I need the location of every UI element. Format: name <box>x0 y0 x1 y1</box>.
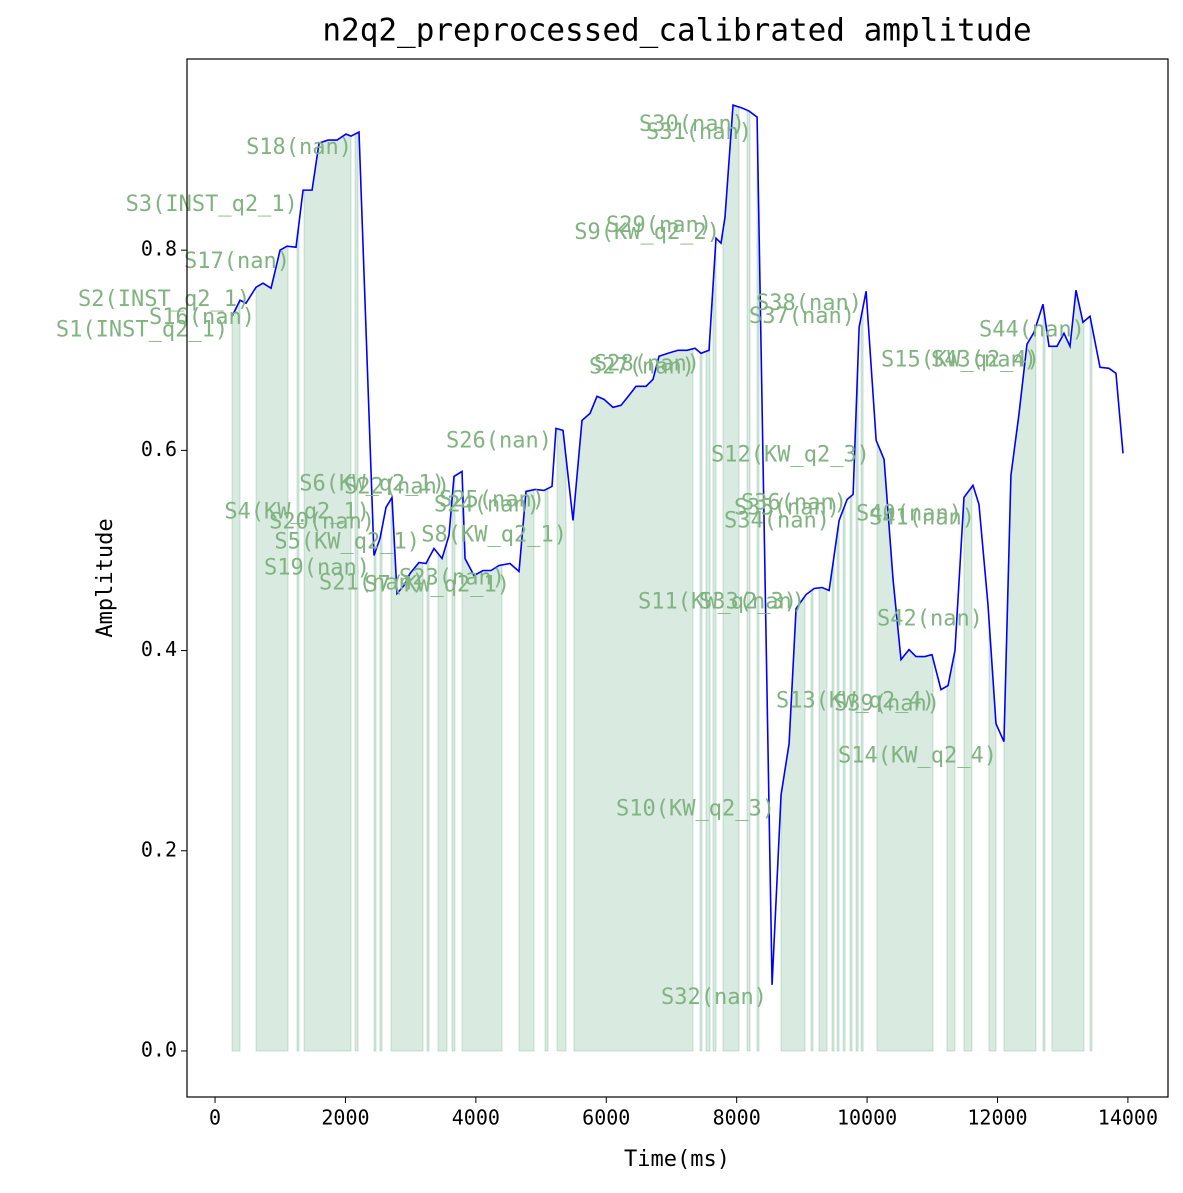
segment-span <box>746 109 751 1052</box>
y-tick-label: 0.8 <box>141 237 177 261</box>
segment-label: S40(nan) <box>856 501 962 526</box>
segment-label: S30(nan) <box>639 112 745 137</box>
x-tick-label: 2000 <box>321 1106 369 1130</box>
segment-label: S31(nan) <box>646 120 752 145</box>
segment-span <box>963 485 973 1052</box>
x-tick-label: 12000 <box>967 1106 1027 1130</box>
segment-label: S6(KW_q2_1) <box>299 471 445 496</box>
amplitude-line <box>231 103 1124 985</box>
y-axis-label: Amplitude <box>93 518 118 637</box>
segment-label: S17(nan) <box>184 249 290 274</box>
segment-label: S22(nan) <box>344 474 450 499</box>
x-tick-label: 6000 <box>582 1106 630 1130</box>
segment-label: S38(nan) <box>756 291 862 316</box>
segment-span <box>946 650 956 1052</box>
segment-label: S5(KW_q2_1) <box>274 529 420 554</box>
segment-label: S18(nan) <box>246 135 352 160</box>
y-tick-label: 0.0 <box>141 1037 177 1061</box>
segment-span <box>451 474 456 1052</box>
segment-label: S4(KW_q2_1) <box>224 499 370 524</box>
segment-label: S24(nan) <box>434 492 540 517</box>
segment-label: S34(nan) <box>724 508 830 533</box>
segment-label: S35(nan) <box>734 495 840 520</box>
segment-label: S36(nan) <box>741 490 847 515</box>
segment-span <box>756 116 760 1052</box>
y-tick-label: 0.4 <box>141 637 177 661</box>
segment-span <box>849 494 853 1052</box>
segment-label: S2(INST_q2_1) <box>78 287 250 312</box>
segment-label: S9(KW_q2_2) <box>574 220 720 245</box>
segment-span <box>544 487 549 1052</box>
segment-span <box>437 541 448 1052</box>
segment-label: S33(nan) <box>699 590 805 615</box>
segment-span <box>373 549 377 1052</box>
segment-label: S41(nan) <box>869 505 975 530</box>
segment-span <box>1089 316 1093 1052</box>
segment-span <box>573 348 694 1052</box>
segment-span <box>255 245 289 1052</box>
segment-span <box>518 489 535 1052</box>
x-tick-label: 0 <box>209 1106 221 1130</box>
segment-label: S44(nan) <box>979 317 1085 342</box>
segment-span <box>1051 290 1085 1052</box>
segment-label: S15(KW_q2_4) <box>881 347 1040 372</box>
segment-label: S21(nan) <box>319 571 425 596</box>
segment-label: S10(KW_q2_3) <box>616 797 775 822</box>
segment-label: S12(KW_q2_3) <box>711 442 870 467</box>
segment-span <box>810 588 814 1052</box>
segment-span <box>1042 304 1046 1052</box>
segment-label: S23(nan) <box>399 566 505 591</box>
segment-label: S37(nan) <box>749 304 855 329</box>
segment-label: S27(nan) <box>589 354 695 379</box>
segment-span <box>379 527 383 1052</box>
x-tick-label: 4000 <box>452 1106 500 1130</box>
segment-label: S1(INST_q2_1) <box>56 317 228 342</box>
segment-span <box>426 557 430 1052</box>
segment-span <box>842 504 846 1052</box>
segment-span <box>712 238 717 1052</box>
chart-title: n2q2_preprocessed_calibrated amplitude <box>322 13 1031 49</box>
segment-label: S39(nan) <box>834 692 940 717</box>
x-tick-label: 10000 <box>837 1106 897 1130</box>
segment-label: S14(KW_q2_4) <box>838 744 997 769</box>
segment-span <box>296 222 300 1052</box>
y-tick-label: 0.6 <box>141 437 177 461</box>
x-axis-label: Time(ms) <box>624 1147 730 1172</box>
segment-label: S28(nan) <box>594 351 700 376</box>
segment-label: S11(KW_q2_3) <box>638 590 797 615</box>
segment-label: S26(nan) <box>446 428 552 453</box>
segment-label: S29(nan) <box>606 213 712 238</box>
segment-span <box>231 300 241 1052</box>
segment-label: S20(nan) <box>269 509 375 534</box>
segment-label: S25(nan) <box>439 487 545 512</box>
segment-span <box>1003 326 1037 1052</box>
segment-label: S13(KW_q2_4) <box>776 689 935 714</box>
segment-span <box>988 619 997 1052</box>
segment-span <box>836 520 840 1052</box>
segment-label: S7(KW_q2_1) <box>364 573 510 598</box>
segment-span <box>699 351 703 1052</box>
segment-label: S19(nan) <box>264 555 370 580</box>
x-tick-label: 8000 <box>713 1106 761 1130</box>
segment-span <box>818 586 828 1052</box>
segment-span <box>831 556 835 1052</box>
plot-area: S1(INST_q2_1) S2(INST_q2_1) S3(INST_q2_1) S… <box>56 103 1124 1052</box>
segment-span <box>860 306 864 1052</box>
segment-span <box>705 334 711 1052</box>
segment-label: S32(nan) <box>661 985 767 1010</box>
segment-label: S3(INST_q2_1) <box>126 192 298 217</box>
segment-span <box>461 471 503 1052</box>
y-tick-label: 0.2 <box>141 837 177 861</box>
segment-span <box>722 104 740 1052</box>
segment-label: S16(nan) <box>149 305 255 330</box>
plot-frame <box>186 58 1169 1098</box>
segment-label: S42(nan) <box>877 607 983 632</box>
segment-label: S43(nan) <box>931 347 1037 372</box>
segment-label: S8(KW_q2_1) <box>421 522 567 547</box>
x-tick-label: 14000 <box>1098 1106 1158 1130</box>
